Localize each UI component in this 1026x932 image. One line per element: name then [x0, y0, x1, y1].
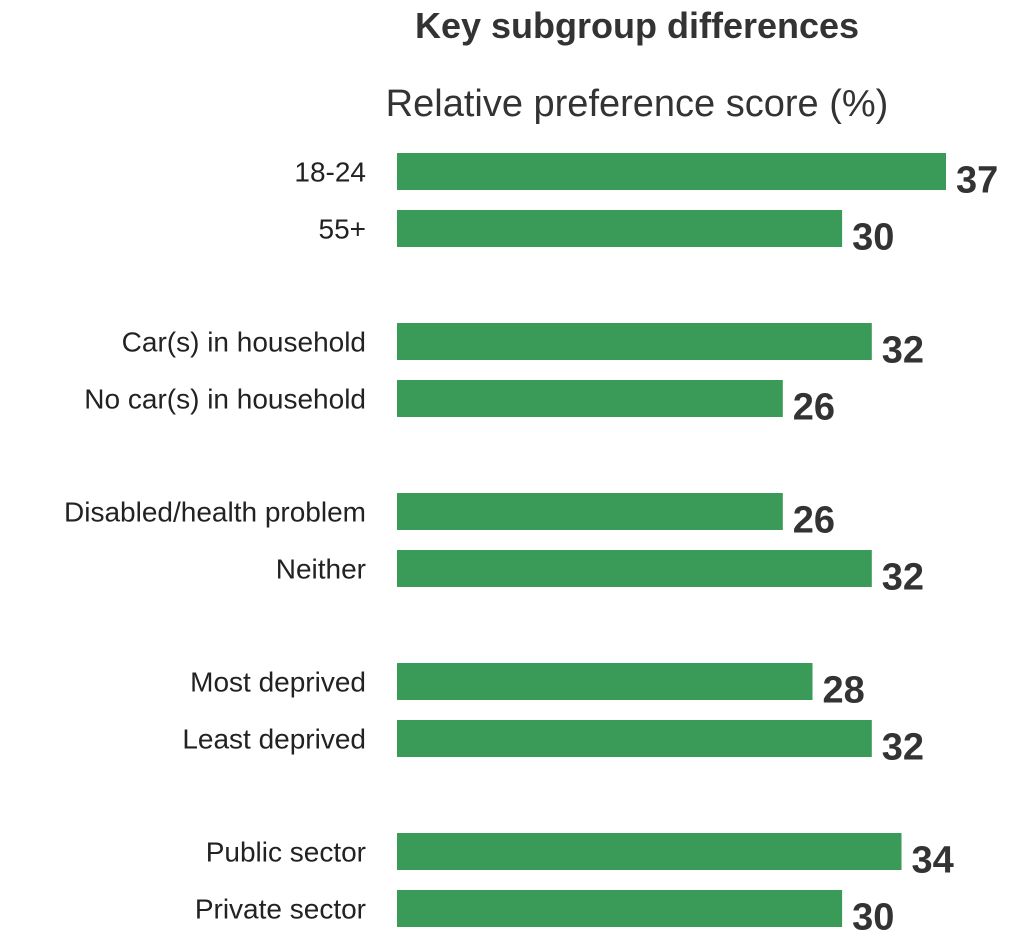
category-label-9: Private sector [195, 894, 366, 925]
bar-7 [397, 720, 872, 757]
bar-8 [397, 833, 902, 870]
value-label-5: 32 [882, 557, 924, 599]
bar-6 [397, 663, 813, 700]
category-label-3: No car(s) in household [84, 384, 366, 415]
chart-subtitle: Relative preference score (%) [386, 83, 889, 125]
bar-5 [397, 550, 872, 587]
value-label-2: 32 [882, 330, 924, 372]
chart-title: Key subgroup differences [415, 5, 859, 46]
value-label-1: 30 [852, 217, 894, 259]
bar-1 [397, 210, 843, 247]
category-label-0: 18-24 [294, 157, 366, 188]
bar-9 [397, 890, 843, 927]
category-label-8: Public sector [206, 837, 366, 868]
value-label-0: 37 [956, 160, 998, 202]
category-label-6: Most deprived [190, 667, 366, 698]
value-label-3: 26 [793, 387, 835, 429]
value-label-6: 28 [823, 670, 865, 712]
category-label-5: Neither [276, 554, 366, 585]
category-label-4: Disabled/health problem [64, 497, 366, 528]
bar-0 [397, 153, 946, 190]
value-label-9: 30 [852, 897, 894, 932]
bar-3 [397, 380, 783, 417]
bars-group: 18-24 37 55+ 30 Car(s) in household 32 No car(… [64, 153, 998, 932]
value-label-4: 26 [793, 500, 835, 542]
value-label-8: 34 [912, 840, 954, 882]
category-label-2: Car(s) in household [122, 327, 366, 358]
bar-2 [397, 323, 872, 360]
bar-4 [397, 493, 783, 530]
category-label-7: Least deprived [182, 724, 366, 755]
category-label-1: 55+ [319, 214, 367, 245]
value-label-7: 32 [882, 727, 924, 769]
